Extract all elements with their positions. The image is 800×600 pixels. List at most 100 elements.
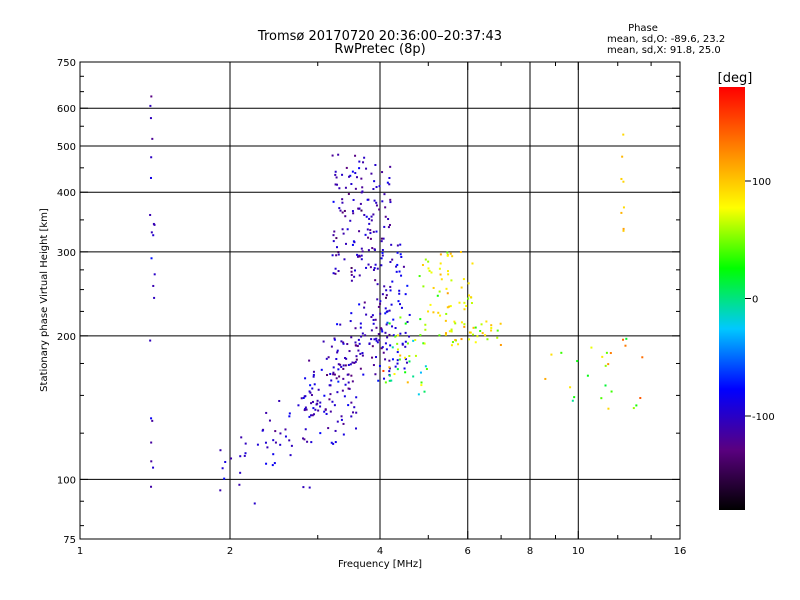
data-point bbox=[622, 180, 625, 183]
data-points bbox=[149, 95, 644, 505]
data-point bbox=[422, 285, 425, 288]
data-point bbox=[622, 133, 625, 136]
data-point bbox=[420, 381, 423, 384]
data-point bbox=[386, 336, 389, 339]
data-point bbox=[427, 267, 430, 270]
data-point bbox=[344, 364, 347, 367]
data-point bbox=[302, 437, 305, 440]
data-point bbox=[354, 341, 357, 344]
data-point bbox=[600, 397, 603, 400]
data-point bbox=[322, 340, 325, 343]
data-point bbox=[344, 215, 347, 218]
data-point bbox=[355, 411, 358, 414]
data-point bbox=[354, 187, 357, 190]
data-point bbox=[150, 156, 153, 159]
data-point bbox=[424, 328, 427, 331]
data-point bbox=[341, 201, 344, 204]
data-point bbox=[404, 322, 407, 325]
data-point bbox=[310, 414, 313, 417]
data-point bbox=[379, 300, 382, 303]
data-point bbox=[438, 267, 441, 270]
data-point bbox=[348, 350, 351, 353]
data-point bbox=[384, 312, 387, 315]
data-point bbox=[309, 391, 312, 394]
data-point bbox=[622, 229, 625, 232]
data-point bbox=[153, 273, 156, 276]
data-point bbox=[359, 326, 362, 329]
data-point bbox=[358, 255, 361, 258]
data-point bbox=[357, 338, 360, 341]
data-point bbox=[355, 355, 358, 358]
data-point bbox=[406, 320, 409, 323]
data-point bbox=[351, 210, 354, 213]
data-point bbox=[450, 330, 453, 333]
data-point bbox=[398, 289, 401, 292]
data-point bbox=[396, 351, 399, 354]
data-point bbox=[369, 237, 372, 240]
data-point bbox=[432, 286, 435, 289]
axis-ticks: 1 2 4 6 8 10 16 75 100 200 300 400 500 600 750 bbox=[57, 58, 686, 557]
data-point bbox=[463, 308, 466, 311]
data-point bbox=[453, 320, 456, 323]
data-point bbox=[450, 328, 453, 331]
data-point bbox=[396, 362, 399, 365]
data-point bbox=[357, 349, 360, 352]
data-point bbox=[375, 337, 378, 340]
data-point bbox=[353, 361, 356, 364]
data-point bbox=[604, 384, 607, 387]
data-point bbox=[391, 258, 394, 261]
data-point bbox=[607, 407, 610, 410]
data-point bbox=[448, 330, 451, 333]
data-point bbox=[391, 346, 394, 349]
data-point bbox=[448, 305, 451, 308]
data-point bbox=[379, 312, 382, 315]
data-point bbox=[230, 457, 233, 460]
data-point bbox=[377, 333, 380, 336]
data-point bbox=[404, 345, 407, 348]
x-tick-label: 1 bbox=[77, 546, 83, 557]
data-point bbox=[479, 329, 482, 332]
data-point bbox=[471, 333, 474, 336]
data-point bbox=[389, 260, 392, 263]
data-point bbox=[384, 358, 387, 361]
data-point bbox=[470, 302, 473, 305]
data-point bbox=[474, 341, 477, 344]
data-point bbox=[390, 303, 393, 306]
data-point bbox=[412, 339, 415, 342]
data-point bbox=[358, 167, 361, 170]
data-point bbox=[404, 293, 407, 296]
data-point bbox=[365, 215, 368, 218]
data-point bbox=[439, 273, 442, 276]
data-point bbox=[399, 354, 402, 357]
x-tick-label: 8 bbox=[527, 546, 533, 557]
data-point bbox=[388, 367, 391, 370]
data-point bbox=[367, 236, 370, 239]
data-point bbox=[334, 272, 337, 275]
data-point bbox=[359, 352, 362, 355]
data-point bbox=[356, 345, 359, 348]
data-point bbox=[390, 379, 393, 382]
data-point bbox=[360, 191, 363, 194]
data-point bbox=[323, 394, 326, 397]
data-point bbox=[308, 390, 311, 393]
data-point bbox=[569, 386, 572, 389]
data-point bbox=[377, 379, 380, 382]
data-point bbox=[439, 314, 442, 317]
data-point bbox=[429, 303, 432, 306]
data-point bbox=[393, 373, 396, 376]
data-point bbox=[467, 294, 470, 297]
data-point bbox=[375, 186, 378, 189]
data-point bbox=[376, 341, 379, 344]
data-point bbox=[446, 270, 449, 273]
data-point bbox=[345, 357, 348, 360]
data-point bbox=[312, 373, 315, 376]
data-point bbox=[388, 322, 391, 325]
data-point bbox=[424, 365, 427, 368]
data-point bbox=[384, 342, 387, 345]
data-point bbox=[342, 341, 345, 344]
data-point bbox=[332, 272, 335, 275]
data-point bbox=[354, 360, 357, 363]
data-point bbox=[349, 174, 352, 177]
data-point bbox=[344, 186, 347, 189]
data-point bbox=[460, 338, 463, 341]
